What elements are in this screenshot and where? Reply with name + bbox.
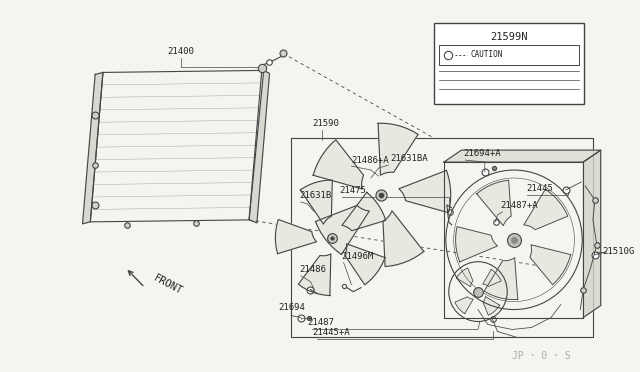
Polygon shape <box>455 297 473 314</box>
Text: 21510G: 21510G <box>603 247 635 256</box>
Bar <box>439 45 579 65</box>
Text: 21590: 21590 <box>312 119 339 128</box>
Polygon shape <box>83 73 103 224</box>
Polygon shape <box>456 227 497 262</box>
Text: JP · 0 · S: JP · 0 · S <box>512 351 571 361</box>
Polygon shape <box>444 150 601 162</box>
Text: 21487+A: 21487+A <box>500 201 538 210</box>
Text: 21496M: 21496M <box>342 252 374 261</box>
Text: 21599N: 21599N <box>490 32 527 42</box>
Polygon shape <box>342 192 386 231</box>
Text: 21400: 21400 <box>168 48 195 57</box>
Text: 21445: 21445 <box>527 184 554 193</box>
Polygon shape <box>298 254 331 295</box>
Polygon shape <box>313 140 364 189</box>
Text: 21694: 21694 <box>278 303 305 312</box>
Text: 21486: 21486 <box>300 264 326 274</box>
Polygon shape <box>275 219 317 254</box>
Text: 21475: 21475 <box>340 186 367 195</box>
Text: 21694+A: 21694+A <box>463 149 501 158</box>
Polygon shape <box>524 189 568 230</box>
Polygon shape <box>399 170 451 213</box>
Polygon shape <box>249 70 269 223</box>
Polygon shape <box>583 150 601 318</box>
Polygon shape <box>383 211 424 267</box>
Polygon shape <box>300 180 332 224</box>
Polygon shape <box>344 244 385 285</box>
Polygon shape <box>456 268 473 287</box>
Text: FRONT: FRONT <box>152 273 184 296</box>
Text: 21486+A: 21486+A <box>351 156 389 165</box>
Polygon shape <box>378 123 418 175</box>
Text: 21487: 21487 <box>308 318 335 327</box>
Text: 21631BA: 21631BA <box>390 154 428 163</box>
Polygon shape <box>483 270 501 286</box>
Text: 21631B: 21631B <box>300 191 332 200</box>
Polygon shape <box>483 296 500 315</box>
Polygon shape <box>530 245 571 285</box>
Polygon shape <box>316 205 369 254</box>
Text: CAUTION: CAUTION <box>470 50 502 59</box>
Polygon shape <box>484 258 518 299</box>
Bar <box>434 23 584 105</box>
Text: 21445+A: 21445+A <box>312 328 350 337</box>
Polygon shape <box>477 180 511 226</box>
